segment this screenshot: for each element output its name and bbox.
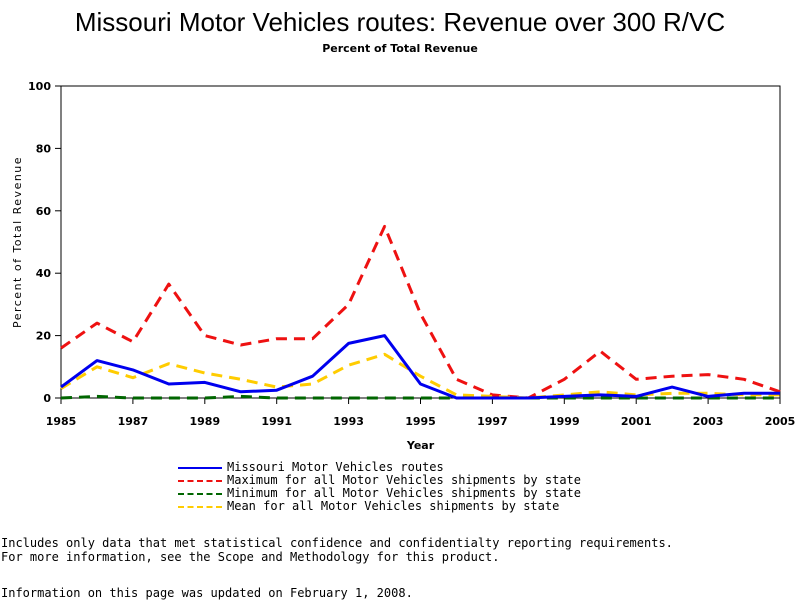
x-tick-label-1999: 1999	[549, 415, 580, 428]
legend-item-missouri: Missouri Motor Vehicles routes	[178, 461, 581, 474]
x-tick-label-2005: 2005	[765, 415, 796, 428]
footnote-confidentiality: Includes only data that met statistical …	[1, 536, 673, 550]
y-tick-label-60: 60	[36, 205, 52, 218]
y-tick-label-40: 40	[36, 267, 52, 280]
footnote-methodology: For more information, see the Scope and …	[1, 550, 500, 564]
legend-item-maximum: Maximum for all Motor Vehicles shipments…	[178, 474, 581, 487]
x-tick-label-1985: 1985	[46, 415, 77, 428]
legend-item-mean: Mean for all Motor Vehicles shipments by…	[178, 500, 581, 513]
x-tick-label-1989: 1989	[189, 415, 220, 428]
chart-legend: Missouri Motor Vehicles routes Maximum fo…	[178, 461, 581, 513]
y-tick-label-20: 20	[36, 330, 52, 343]
x-tick-label-2003: 2003	[693, 415, 724, 428]
x-tick-label-1995: 1995	[405, 415, 436, 428]
x-axis-label: Year	[406, 439, 435, 452]
y-tick-label-0: 0	[43, 392, 51, 405]
y-axis-label: Percent of Total Revenue	[11, 156, 24, 328]
legend-label-missouri: Missouri Motor Vehicles routes	[227, 460, 444, 474]
chart-title: Missouri Motor Vehicles routes: Revenue …	[74, 7, 726, 37]
x-tick-label-2001: 2001	[621, 415, 652, 428]
chart-subtitle: Percent of Total Revenue	[322, 42, 478, 55]
plot-frame	[60, 85, 781, 399]
legend-label-minimum: Minimum for all Motor Vehicles shipments…	[227, 486, 582, 500]
legend-item-minimum: Minimum for all Motor Vehicles shipments…	[178, 487, 581, 500]
x-tick-label-1993: 1993	[333, 415, 364, 428]
y-tick-label-80: 80	[36, 142, 52, 155]
series-line-maximum	[60, 224, 781, 400]
footnotes: Includes only data that met statistical …	[1, 536, 673, 564]
legend-label-mean: Mean for all Motor Vehicles shipments by…	[227, 499, 560, 513]
legend-swatch-mean	[178, 505, 222, 508]
x-tick-label-1991: 1991	[261, 415, 292, 428]
y-tick-label-100: 100	[28, 80, 51, 93]
x-tick-label-1997: 1997	[477, 415, 508, 428]
series-line-minimum	[60, 394, 780, 400]
line-chart: 0 20 40 60 80 100 1985 1987 1989 1991 1993 1995 1997…	[11, 80, 796, 452]
series-line-mean	[60, 352, 780, 400]
legend-label-maximum: Maximum for all Motor Vehicles shipments…	[227, 473, 582, 487]
series-line-missouri	[60, 334, 780, 400]
legend-swatch-maximum	[178, 479, 222, 482]
x-tick-label-1987: 1987	[118, 415, 149, 428]
update-notice: Information on this page was updated on …	[1, 586, 413, 600]
legend-swatch-minimum	[178, 492, 222, 495]
legend-swatch-missouri	[178, 466, 222, 469]
